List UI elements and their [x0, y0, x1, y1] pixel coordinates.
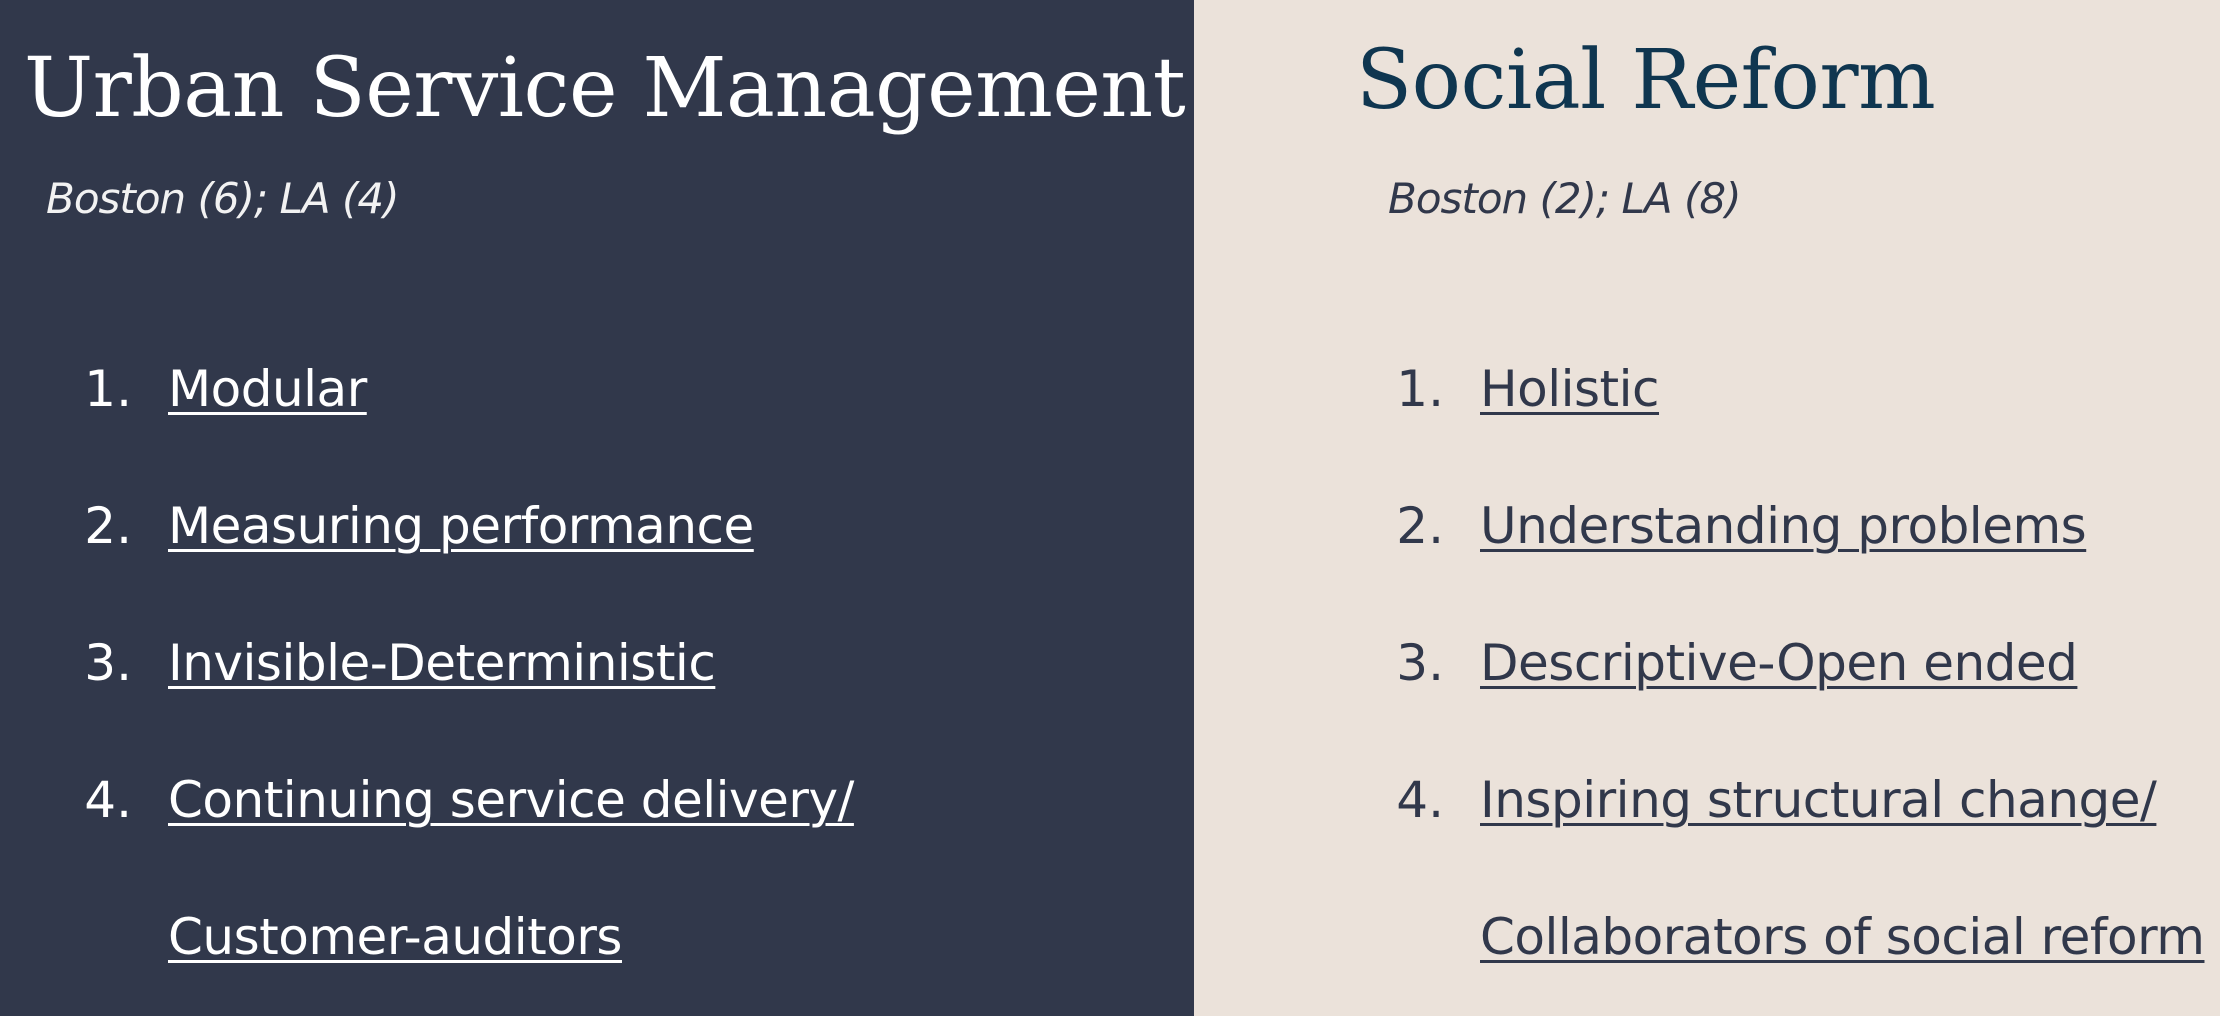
list-number: 4.	[84, 771, 132, 829]
urban-service-management-panel: Urban Service Management Boston (6); LA …	[0, 0, 1194, 1016]
measuring-performance-link[interactable]: Measuring performance	[168, 497, 754, 555]
left-subtitle: Boston (6); LA (4)	[46, 174, 399, 223]
invisible-deterministic-link[interactable]: Invisible-Deterministic	[168, 634, 716, 692]
customer-auditors-link[interactable]: Customer-auditors	[168, 908, 622, 966]
understanding-problems-link[interactable]: Understanding problems	[1480, 497, 2087, 555]
right-subtitle: Boston (2); LA (8)	[1388, 174, 1741, 223]
list-number: 1.	[1396, 360, 1444, 418]
collaborators-of-social-reform-link[interactable]: Collaborators of social reform	[1480, 908, 2205, 966]
left-title: Urban Service Management	[24, 41, 1186, 136]
list-number: 2.	[84, 497, 132, 555]
list-number: 4.	[1396, 771, 1444, 829]
list-number: 3.	[84, 634, 132, 692]
right-title: Social Reform	[1356, 33, 1936, 128]
continuing-service-delivery-link[interactable]: Continuing service delivery/	[168, 771, 854, 829]
list-number: 1.	[84, 360, 132, 418]
modular-link[interactable]: Modular	[168, 360, 367, 418]
holistic-link[interactable]: Holistic	[1480, 360, 1660, 418]
list-number: 3.	[1396, 634, 1444, 692]
social-reform-panel: Social Reform Boston (2); LA (8) 1. Holi…	[1194, 0, 2220, 1016]
list-number: 2.	[1396, 497, 1444, 555]
descriptive-open-ended-link[interactable]: Descriptive-Open ended	[1480, 634, 2078, 692]
inspiring-structural-change-link[interactable]: Inspiring structural change/	[1480, 771, 2157, 829]
